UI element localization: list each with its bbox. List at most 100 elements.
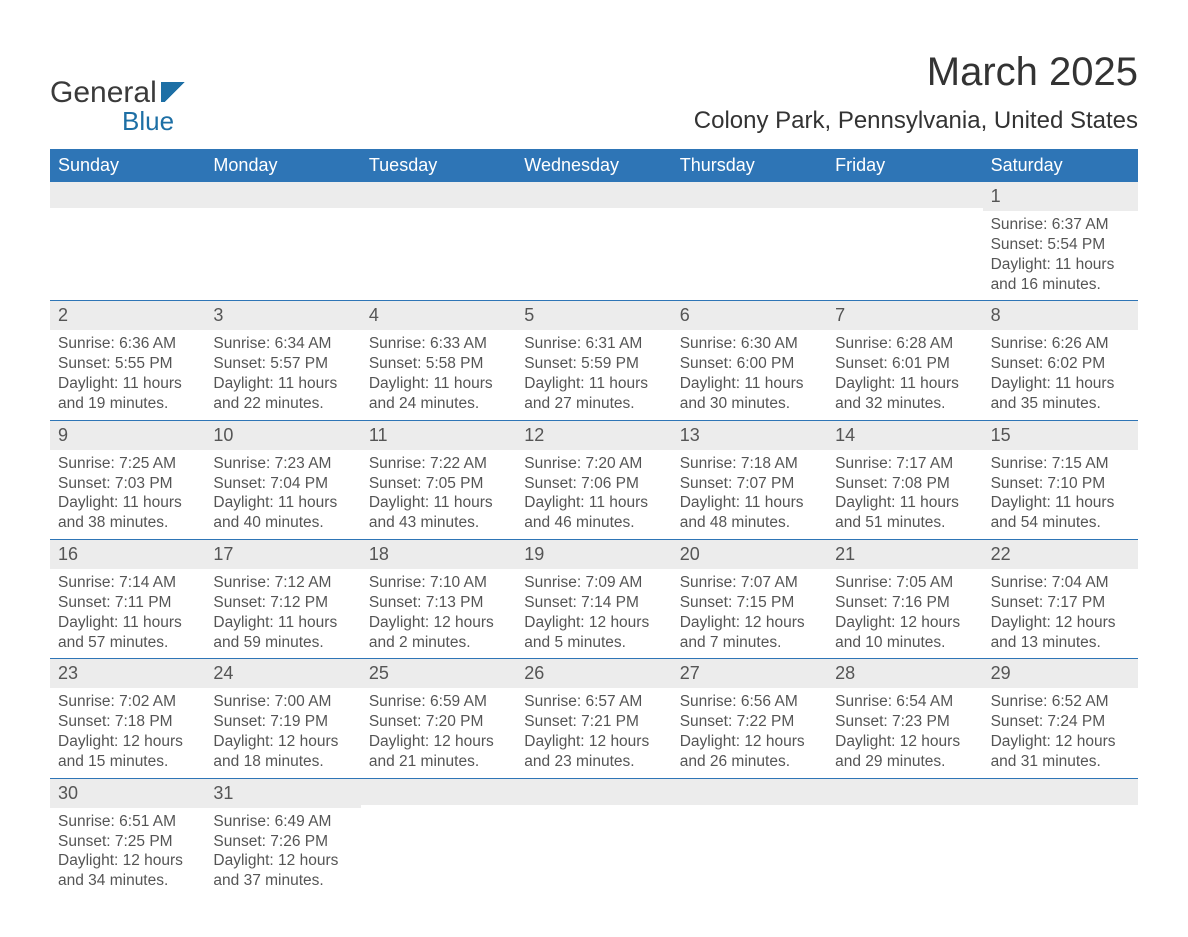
day-number: 28 — [827, 659, 982, 688]
sunset-text: Sunset: 6:01 PM — [835, 354, 974, 374]
daylight-text: Daylight: 11 hours — [835, 493, 974, 513]
calendar-day: 22Sunrise: 7:04 AMSunset: 7:17 PMDayligh… — [983, 540, 1138, 658]
sunset-text: Sunset: 7:23 PM — [835, 712, 974, 732]
daylight-text: Daylight: 11 hours — [835, 374, 974, 394]
sunset-text: Sunset: 7:18 PM — [58, 712, 197, 732]
sunset-text: Sunset: 7:03 PM — [58, 474, 197, 494]
day-number — [827, 182, 982, 208]
sunrise-text: Sunrise: 7:12 AM — [213, 573, 352, 593]
calendar-day: 3Sunrise: 6:34 AMSunset: 5:57 PMDaylight… — [205, 301, 360, 419]
calendar-day: 28Sunrise: 6:54 AMSunset: 7:23 PMDayligh… — [827, 659, 982, 777]
day-number: 16 — [50, 540, 205, 569]
sunset-text: Sunset: 7:25 PM — [58, 832, 197, 852]
calendar-day: 25Sunrise: 6:59 AMSunset: 7:20 PMDayligh… — [361, 659, 516, 777]
sunrise-text: Sunrise: 6:52 AM — [991, 692, 1130, 712]
daylight-text: and 21 minutes. — [369, 752, 508, 772]
sunset-text: Sunset: 7:05 PM — [369, 474, 508, 494]
calendar-week: 1Sunrise: 6:37 AMSunset: 5:54 PMDaylight… — [50, 182, 1138, 300]
day-number — [827, 779, 982, 805]
day-number: 30 — [50, 779, 205, 808]
sunrise-text: Sunrise: 6:28 AM — [835, 334, 974, 354]
daylight-text: and 27 minutes. — [524, 394, 663, 414]
daylight-text: Daylight: 12 hours — [991, 732, 1130, 752]
daylight-text: and 34 minutes. — [58, 871, 197, 891]
calendar-day: 17Sunrise: 7:12 AMSunset: 7:12 PMDayligh… — [205, 540, 360, 658]
sunrise-text: Sunrise: 6:54 AM — [835, 692, 974, 712]
sunrise-text: Sunrise: 6:30 AM — [680, 334, 819, 354]
sunrise-text: Sunrise: 7:07 AM — [680, 573, 819, 593]
daylight-text: and 19 minutes. — [58, 394, 197, 414]
day-number: 21 — [827, 540, 982, 569]
day-number: 10 — [205, 421, 360, 450]
sunrise-text: Sunrise: 7:14 AM — [58, 573, 197, 593]
daylight-text: and 48 minutes. — [680, 513, 819, 533]
calendar-day: 23Sunrise: 7:02 AMSunset: 7:18 PMDayligh… — [50, 659, 205, 777]
calendar-week: 30Sunrise: 6:51 AMSunset: 7:25 PMDayligh… — [50, 778, 1138, 897]
sunrise-text: Sunrise: 7:15 AM — [991, 454, 1130, 474]
daylight-text: and 35 minutes. — [991, 394, 1130, 414]
daylight-text: Daylight: 12 hours — [680, 732, 819, 752]
day-number: 24 — [205, 659, 360, 688]
logo: General Blue — [50, 78, 189, 134]
daylight-text: and 37 minutes. — [213, 871, 352, 891]
daylight-text: Daylight: 12 hours — [369, 732, 508, 752]
sunset-text: Sunset: 7:14 PM — [524, 593, 663, 613]
daylight-text: Daylight: 11 hours — [213, 613, 352, 633]
daylight-text: and 15 minutes. — [58, 752, 197, 772]
day-number: 20 — [672, 540, 827, 569]
calendar-day: 20Sunrise: 7:07 AMSunset: 7:15 PMDayligh… — [672, 540, 827, 658]
calendar-day: 13Sunrise: 7:18 AMSunset: 7:07 PMDayligh… — [672, 421, 827, 539]
sunrise-text: Sunrise: 7:09 AM — [524, 573, 663, 593]
day-number — [672, 779, 827, 805]
day-number: 17 — [205, 540, 360, 569]
daylight-text: Daylight: 11 hours — [524, 493, 663, 513]
daylight-text: Daylight: 12 hours — [835, 613, 974, 633]
calendar-day: 2Sunrise: 6:36 AMSunset: 5:55 PMDaylight… — [50, 301, 205, 419]
day-number: 3 — [205, 301, 360, 330]
calendar-day: 4Sunrise: 6:33 AMSunset: 5:58 PMDaylight… — [361, 301, 516, 419]
daylight-text: Daylight: 11 hours — [213, 493, 352, 513]
daylight-text: Daylight: 11 hours — [991, 255, 1130, 275]
daylight-text: and 26 minutes. — [680, 752, 819, 772]
daylight-text: and 10 minutes. — [835, 633, 974, 653]
weekday-monday: Monday — [205, 149, 360, 182]
daylight-text: and 43 minutes. — [369, 513, 508, 533]
sunrise-text: Sunrise: 7:18 AM — [680, 454, 819, 474]
sunrise-text: Sunrise: 7:02 AM — [58, 692, 197, 712]
daylight-text: Daylight: 11 hours — [991, 493, 1130, 513]
calendar-day: 21Sunrise: 7:05 AMSunset: 7:16 PMDayligh… — [827, 540, 982, 658]
sunrise-text: Sunrise: 7:10 AM — [369, 573, 508, 593]
sunset-text: Sunset: 7:16 PM — [835, 593, 974, 613]
sunset-text: Sunset: 7:08 PM — [835, 474, 974, 494]
daylight-text: and 18 minutes. — [213, 752, 352, 772]
weekday-tuesday: Tuesday — [361, 149, 516, 182]
calendar-day-empty — [205, 182, 360, 300]
sunrise-text: Sunrise: 6:59 AM — [369, 692, 508, 712]
sunset-text: Sunset: 5:57 PM — [213, 354, 352, 374]
daylight-text: and 24 minutes. — [369, 394, 508, 414]
day-number: 25 — [361, 659, 516, 688]
sunset-text: Sunset: 7:13 PM — [369, 593, 508, 613]
weekday-friday: Friday — [827, 149, 982, 182]
day-number: 29 — [983, 659, 1138, 688]
calendar-day: 16Sunrise: 7:14 AMSunset: 7:11 PMDayligh… — [50, 540, 205, 658]
daylight-text: and 7 minutes. — [680, 633, 819, 653]
sunset-text: Sunset: 7:21 PM — [524, 712, 663, 732]
daylight-text: and 5 minutes. — [524, 633, 663, 653]
day-number: 4 — [361, 301, 516, 330]
calendar-day: 8Sunrise: 6:26 AMSunset: 6:02 PMDaylight… — [983, 301, 1138, 419]
sunrise-text: Sunrise: 6:33 AM — [369, 334, 508, 354]
calendar: Sunday Monday Tuesday Wednesday Thursday… — [50, 149, 1138, 897]
logo-text-general: General — [50, 78, 157, 108]
daylight-text: Daylight: 11 hours — [524, 374, 663, 394]
day-number — [672, 182, 827, 208]
sunset-text: Sunset: 7:22 PM — [680, 712, 819, 732]
sunset-text: Sunset: 7:06 PM — [524, 474, 663, 494]
sunrise-text: Sunrise: 6:57 AM — [524, 692, 663, 712]
daylight-text: and 40 minutes. — [213, 513, 352, 533]
daylight-text: Daylight: 11 hours — [991, 374, 1130, 394]
calendar-day: 5Sunrise: 6:31 AMSunset: 5:59 PMDaylight… — [516, 301, 671, 419]
weekday-header: Sunday Monday Tuesday Wednesday Thursday… — [50, 149, 1138, 182]
sunrise-text: Sunrise: 6:37 AM — [991, 215, 1130, 235]
calendar-day-empty — [361, 182, 516, 300]
